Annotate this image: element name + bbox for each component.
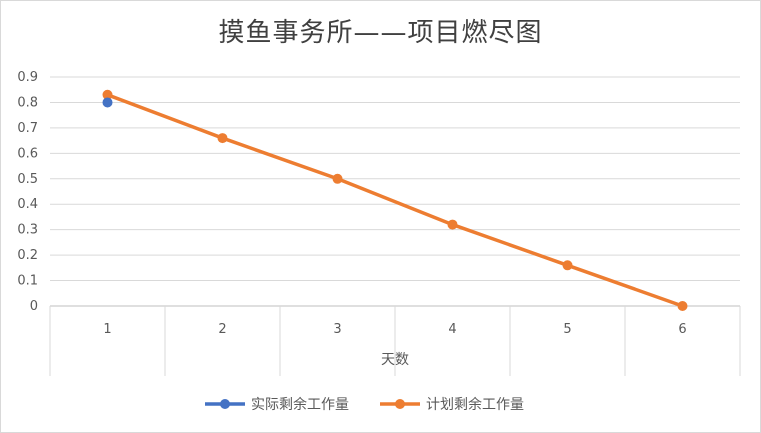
data-point <box>447 219 458 230</box>
x-axis <box>49 305 741 376</box>
legend-label: 计划剩余工作量 <box>426 396 524 413</box>
gridlines <box>50 76 740 282</box>
data-point <box>217 133 228 144</box>
y-tick-label: 0 <box>30 299 38 314</box>
data-point <box>332 173 343 184</box>
x-tick-label: 6 <box>678 322 686 337</box>
x-tick-label: 3 <box>333 322 341 337</box>
data-point <box>562 260 573 271</box>
legend-label: 实际剩余工作量 <box>251 396 349 413</box>
y-tick-label: 0.5 <box>17 172 38 187</box>
y-tick-label: 0.3 <box>17 223 38 238</box>
series-layer <box>102 89 688 311</box>
data-point <box>102 89 113 100</box>
y-tick-label: 0.7 <box>17 121 38 136</box>
y-tick-label: 0.2 <box>17 248 38 263</box>
legend: 实际剩余工作量 计划剩余工作量 <box>205 396 524 413</box>
chart-title: 摸鱼事务所——项目燃尽图 <box>218 18 543 48</box>
x-tick-label: 1 <box>103 322 111 337</box>
legend-swatch-marker <box>395 399 405 409</box>
legend-swatch-marker <box>220 399 230 409</box>
x-axis-ticks: 1 2 3 4 5 6 <box>103 322 686 337</box>
x-tick-label: 2 <box>218 322 226 337</box>
y-tick-label: 0.4 <box>17 197 38 212</box>
data-point <box>677 301 688 311</box>
x-tick-label: 4 <box>448 322 456 337</box>
y-tick-label: 0.1 <box>17 274 38 289</box>
x-axis-title: 天数 <box>381 352 409 368</box>
data-point <box>102 97 113 108</box>
y-axis-ticks: 0 0.1 0.2 0.3 0.4 0.5 0.6 0.7 0.8 0.9 <box>17 70 38 314</box>
y-tick-label: 0.6 <box>17 146 38 161</box>
y-tick-label: 0.9 <box>17 70 38 85</box>
x-tick-label: 5 <box>563 322 571 337</box>
series-line <box>106 93 684 308</box>
y-tick-label: 0.8 <box>17 95 38 110</box>
